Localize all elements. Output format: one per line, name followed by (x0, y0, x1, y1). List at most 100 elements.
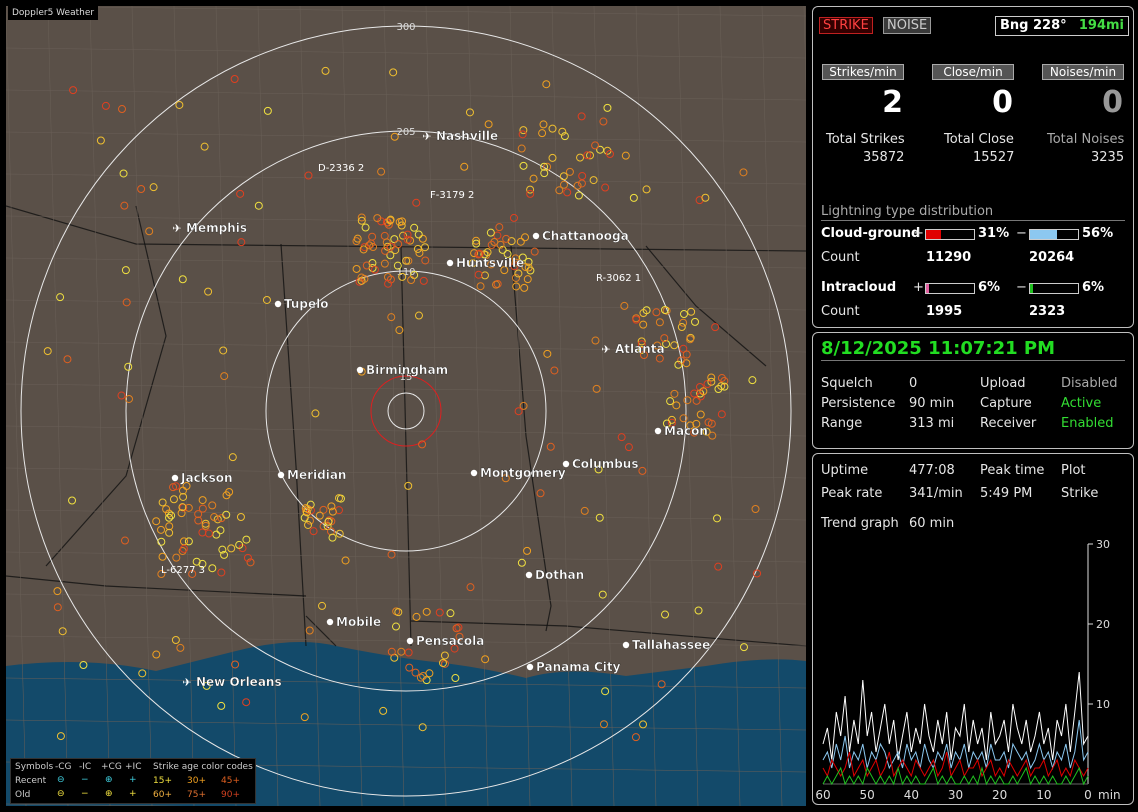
county-line (6, 383, 806, 395)
radar-map[interactable]: 300 205 110 15 ✈ Nashville ✈ Memphis Chattanooga… (6, 6, 806, 806)
strike-symbol (335, 529, 344, 538)
strike-symbol (208, 564, 217, 573)
county-line (173, 6, 195, 806)
strike-symbol (387, 647, 396, 656)
strike-symbol (263, 106, 272, 115)
noises-per-min-label[interactable]: Noises/min (1042, 64, 1124, 80)
strike-symbol (435, 608, 444, 617)
range-value[interactable]: 313 mi (909, 416, 955, 431)
strike-symbol (394, 608, 403, 617)
city-label: Memphis (186, 221, 247, 235)
strike-symbol (138, 669, 147, 678)
range-ring (20, 25, 792, 797)
strike-symbol (390, 235, 399, 244)
strike-symbol (178, 503, 187, 512)
cg-pos-pct: 31% (978, 226, 1010, 241)
persistence-label: Persistence (821, 396, 896, 411)
strike-symbol (523, 546, 532, 555)
strike-symbol (231, 660, 240, 669)
strike-symbol (318, 601, 327, 610)
strike-symbol (624, 443, 633, 452)
strike-symbol (243, 553, 252, 562)
settings-divider (821, 360, 1125, 361)
legend-old-label: Old (15, 790, 31, 800)
strike-symbol (178, 275, 187, 284)
strike-symbol (672, 401, 681, 410)
plot-value[interactable]: Strike (1061, 486, 1099, 501)
strike-button[interactable]: STRIKE (819, 17, 873, 34)
strike-symbol (717, 374, 726, 383)
strike-symbol (548, 124, 557, 133)
strike-symbol (321, 66, 330, 75)
strike-symbol (420, 243, 429, 252)
cg-pos-sign: + (913, 226, 924, 241)
strike-symbol (404, 256, 413, 265)
strike-symbol (137, 185, 146, 194)
squelch-value[interactable]: 0 (909, 376, 918, 391)
strike-symbol (169, 495, 178, 504)
strike-symbol (529, 174, 538, 183)
capture-value[interactable]: Active (1061, 396, 1102, 411)
city-label: Huntsville (456, 256, 524, 270)
strike-symbol (577, 112, 586, 121)
noise-button[interactable]: NOISE (883, 17, 932, 34)
strike-symbol (165, 513, 174, 522)
strike-symbol (717, 382, 726, 391)
strike-symbol (440, 651, 449, 660)
strike-symbol (391, 622, 400, 631)
capture-label: Capture (980, 396, 1032, 411)
strike-symbol (125, 394, 134, 403)
strike-symbol (242, 698, 251, 707)
strike-symbol (576, 153, 585, 162)
city-label: Mobile (336, 615, 381, 629)
legend-col-pos-ic: +IC (125, 762, 142, 772)
persistence-value[interactable]: 90 min (909, 396, 955, 411)
strike-symbol (670, 389, 679, 398)
strike-symbol (69, 86, 78, 95)
close-per-min-label[interactable]: Close/min (932, 64, 1014, 80)
strike-symbol (158, 552, 167, 561)
strike-symbol (204, 529, 213, 538)
strike-symbol (438, 658, 447, 667)
strike-symbol (512, 282, 521, 291)
upload-value[interactable]: Disabled (1061, 376, 1118, 391)
county-line (6, 6, 806, 17)
strike-symbol (362, 261, 371, 270)
ring-label: 15 (400, 372, 413, 383)
city-dot (470, 469, 478, 477)
legend-symbols-label: Symbols (15, 762, 54, 772)
state-border (6, 205, 806, 252)
city-dot (654, 427, 662, 435)
strike-symbol (696, 410, 705, 419)
strike-symbol (118, 105, 127, 114)
strike-symbol (145, 227, 154, 236)
strike-symbol (386, 242, 395, 251)
strikes-per-min-label[interactable]: Strikes/min (822, 64, 904, 80)
strike-symbol (574, 191, 583, 200)
strike-symbol (254, 201, 263, 210)
intracloud-label: Intracloud (821, 280, 897, 295)
strike-symbol (519, 401, 528, 410)
state-border (410, 620, 806, 647)
x-tick-label: 0 (1084, 788, 1092, 802)
age-recent-2: 30+ (187, 776, 206, 786)
strike-symbol (543, 349, 552, 358)
strike-symbol (63, 355, 72, 364)
strike-symbol (418, 440, 427, 449)
age-old-2: 75+ (187, 790, 206, 800)
strike-symbol (503, 250, 512, 259)
close-per-min-value: 0 (992, 85, 1013, 120)
legend-recent-label: Recent (15, 776, 47, 786)
strike-symbol (620, 301, 629, 310)
receiver-value[interactable]: Enabled (1061, 416, 1114, 431)
total-close-label: Total Close (944, 132, 1014, 147)
trend-series-line (822, 671, 1089, 761)
city-label: New Orleans (196, 675, 282, 689)
trend-value[interactable]: 60 min (909, 516, 955, 531)
settings-panel: 8/12/2025 11:07:21 PM Squelch 0 Upload D… (812, 332, 1134, 449)
strike-symbol (404, 648, 413, 657)
x-unit-label: min (1098, 788, 1121, 802)
strike-symbol (702, 427, 711, 436)
strike-symbol (407, 276, 416, 285)
strike-symbol (167, 511, 176, 520)
